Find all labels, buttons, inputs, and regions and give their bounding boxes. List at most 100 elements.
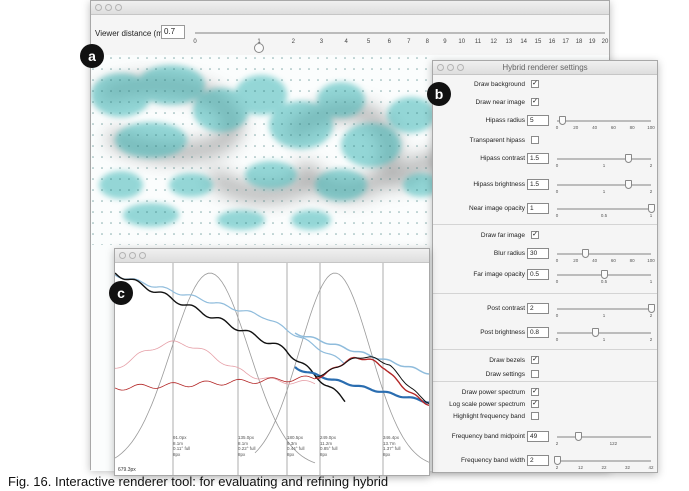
blur-radius-slider-thumb[interactable] [582,249,590,258]
draw-power-spectrum-checkbox[interactable]: ✓ [531,388,539,396]
near-opacity-input[interactable]: 1 [527,203,549,214]
viewer-distance-tick: 9 [443,39,447,45]
setting-draw-settings: Draw settings [433,367,657,383]
viewer-distance-tick: 15 [534,39,542,45]
slider-tick-label: 40 [592,125,598,130]
draw-far-checkbox[interactable]: ✓ [531,231,539,239]
band-width-slider[interactable] [554,456,651,465]
draw-background-checkbox[interactable]: ✓ [531,80,539,88]
highlight-band-label: Highlight frequency band [453,413,525,420]
band-midpoint-slider-thumb[interactable] [574,432,582,441]
viewer-distance-slider-thumb[interactable] [253,43,264,53]
hipass-contrast-input[interactable]: 1.5 [527,153,549,164]
viewer-distance-tick: 3 [319,39,324,45]
slider-tick-label: 20 [573,125,579,130]
transparent-hipass-label: Transparent hipass [469,137,525,144]
slider-tick-label: 40 [592,258,598,263]
band-midpoint-input[interactable]: 49 [527,431,549,442]
slider-tick-label: 2 [649,189,653,194]
minimize-window-button[interactable] [105,4,112,11]
viewer-distance-tick: 16 [548,39,556,45]
slider-tick-label: 1 [602,337,606,342]
viewer-distance-slider[interactable] [195,32,605,53]
viewer-distance-tick: 11 [474,39,482,45]
draw-near-checkbox[interactable]: ✓ [531,98,539,106]
viewer-titlebar [91,1,609,15]
band-width-input[interactable]: 2 [527,455,549,466]
spectrum-column-label-line: 0.22° full [238,446,256,451]
spectrum-minimize-button[interactable] [129,252,136,259]
close-window-button[interactable] [95,4,102,11]
draw-settings-checkbox[interactable] [531,370,539,378]
viewer-distance-tick: 19 [588,39,596,45]
band-midpoint-slider[interactable] [557,432,651,441]
spectrum-column-label-line: 8px [238,451,246,457]
pink-series [115,340,316,385]
log-scale-checkbox[interactable]: ✓ [531,400,539,408]
viewer-distance-tick: 17 [562,39,570,45]
post-contrast-slider[interactable] [557,304,655,313]
slider-tick-label: 0 [555,279,559,284]
band-width-ticks: 2 12 22 32 42 [556,465,654,471]
log-scale-label: Log scale power spectrum [449,401,525,408]
spectrum-column-label-line: 11.2m [320,440,333,446]
draw-far-label: Draw far image [480,232,525,239]
slider-tick-label: 122 [609,441,618,446]
far-opacity-input[interactable]: 0.5 [527,269,549,280]
blur-radius-input[interactable]: 30 [527,248,549,259]
slider-tick-label: 1 [649,213,653,218]
post-contrast-slider-thumb[interactable] [648,304,655,313]
slider-tick-label: 0.5 [600,279,608,284]
slider-tick-label: 80 [629,258,635,263]
hipass-contrast-label: Hipass contrast [480,155,525,162]
settings-close-button[interactable] [437,64,444,71]
settings-separator [433,381,657,382]
hipass-brightness-input[interactable]: 1.5 [527,179,549,190]
band-width-slider-thumb[interactable] [554,456,561,465]
post-brightness-slider-thumb[interactable] [591,328,599,337]
spectrum-window-controls [119,252,146,259]
slider-tick-label: 1 [602,189,606,194]
hipass-brightness-slider-thumb[interactable] [624,180,632,189]
spectrum-zoom-button[interactable] [139,252,146,259]
slider-tick-label: 0.5 [600,213,608,218]
transparent-hipass-checkbox[interactable] [531,136,539,144]
highlight-band-checkbox[interactable] [531,412,539,420]
setting-highlight-band: Highlight frequency band [433,409,657,425]
post-brightness-slider[interactable] [557,328,651,337]
settings-minimize-button[interactable] [447,64,454,71]
draw-bezels-checkbox[interactable]: ✓ [531,356,539,364]
hipass-contrast-slider[interactable] [557,154,651,163]
hipass-contrast-slider-thumb[interactable] [624,154,632,163]
hipass-radius-input[interactable]: 5 [527,115,549,126]
setting-hipass-radius: Hipass radius 5 0 20 40 60 80 100 [433,113,657,130]
settings-titlebar: Hybrid renderer settings [433,61,657,75]
far-opacity-slider-thumb[interactable] [601,270,608,279]
settings-zoom-button[interactable] [457,64,464,71]
near-opacity-slider-thumb[interactable] [648,204,655,213]
hipass-radius-slider[interactable] [557,116,651,125]
post-brightness-label: Post brightness [480,329,525,336]
slider-tick-label: 32 [624,465,631,470]
hipass-radius-slider-thumb[interactable] [558,116,566,125]
zoom-window-button[interactable] [115,4,122,11]
near-opacity-slider[interactable] [557,204,655,213]
power-spectrum-window: 91.0px 8.1m 0.11° full 8px 135.0px 8.1m 0.22° … [114,248,430,476]
hipass-brightness-slider[interactable] [557,180,651,189]
draw-bezels-label: Draw bezels [489,357,525,364]
blur-radius-slider[interactable] [557,249,651,258]
setting-draw-near: Draw near image ✓ [433,95,657,111]
black-hump-series [314,356,429,405]
viewer-distance-input[interactable]: 0.7 [161,25,185,39]
spectrum-close-button[interactable] [119,252,126,259]
setting-band-width: Frequency band width 2 2 12 22 32 42 [433,453,657,471]
setting-band-midpoint: Frequency band midpoint 49 2 122 [433,429,657,446]
viewer-distance-tick: 20 [601,39,609,45]
post-brightness-input[interactable]: 0.8 [527,327,549,338]
slider-tick-label: 1 [602,313,606,318]
far-opacity-slider[interactable] [557,270,651,279]
post-contrast-input[interactable]: 2 [527,303,549,314]
viewer-distance-label: Viewer distance (m) [95,29,166,38]
figure-caption: Fig. 16. Interactive renderer tool: for … [8,474,389,489]
spectrum-column-label-line: 0.85° full [320,446,338,451]
